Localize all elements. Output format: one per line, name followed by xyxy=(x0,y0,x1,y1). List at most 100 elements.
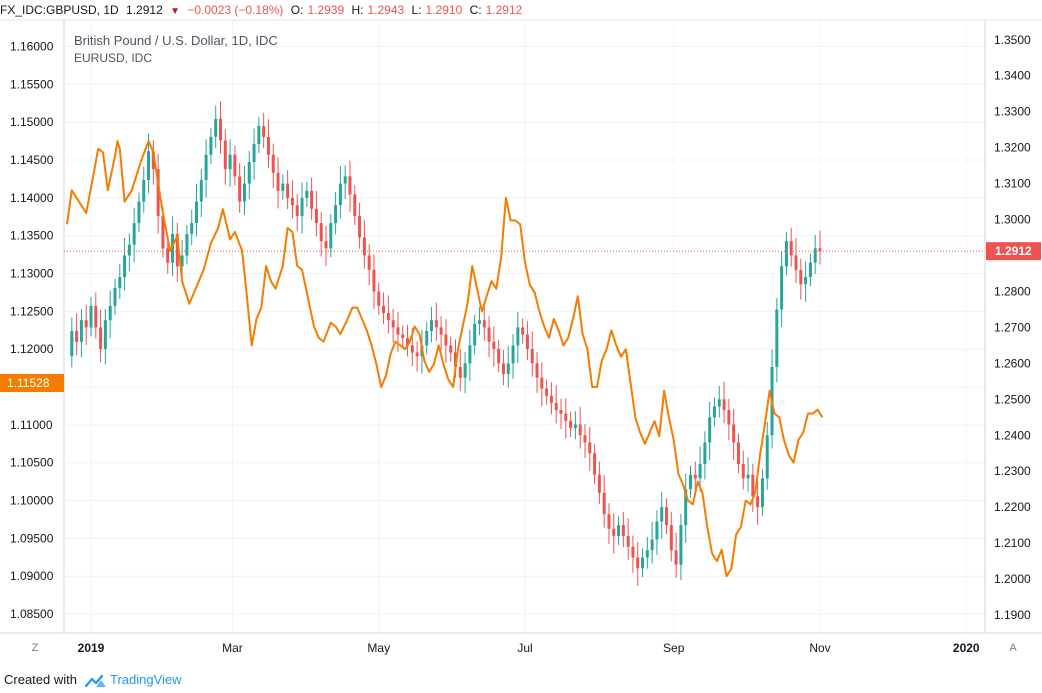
candle xyxy=(103,309,107,365)
candle-body xyxy=(535,363,539,378)
symbol-header: FX_IDC:GBPUSD, 1D 1.2912 ▼ −0.0023 (−0.1… xyxy=(0,0,1042,20)
candle xyxy=(660,491,664,540)
candle-body xyxy=(353,194,357,216)
candle-body xyxy=(204,154,208,180)
right-axis-tick-label: 1.3500 xyxy=(994,33,1031,47)
candle-body xyxy=(271,154,275,173)
candle-body xyxy=(712,406,716,418)
candle xyxy=(377,282,381,315)
z-button[interactable]: Z xyxy=(22,637,48,657)
candle-body xyxy=(564,413,568,421)
candle xyxy=(444,319,448,363)
candle xyxy=(458,349,462,392)
candle-body xyxy=(75,330,79,342)
candle-body xyxy=(386,313,390,321)
candle xyxy=(674,532,678,578)
candle-body xyxy=(674,550,678,565)
candle xyxy=(281,174,285,200)
candle-body xyxy=(362,237,366,256)
candle xyxy=(736,433,740,474)
candle-body xyxy=(756,496,760,508)
candle-body xyxy=(530,348,534,364)
last-price: 1.2912 xyxy=(126,3,163,17)
left-price-axis[interactable]: 1.08500 1.09000 1.09500 1.10000 1.10500 1.110… xyxy=(10,39,54,621)
candle-body xyxy=(286,183,290,198)
candle xyxy=(314,191,318,237)
candle xyxy=(760,469,764,517)
candle-body xyxy=(391,320,395,328)
candle xyxy=(689,465,692,499)
close-label: C: xyxy=(469,3,482,17)
candle-body xyxy=(401,334,405,339)
candle xyxy=(223,129,227,185)
candle xyxy=(271,143,275,189)
low-label: L: xyxy=(411,3,422,17)
candle-body xyxy=(631,546,635,558)
candle xyxy=(765,421,769,490)
candle xyxy=(137,192,141,233)
candle-body xyxy=(103,320,107,349)
candle-body xyxy=(79,320,83,342)
candle-body xyxy=(262,126,266,137)
left-axis-tick-label: 1.14500 xyxy=(10,153,54,167)
candle xyxy=(99,309,103,363)
candle xyxy=(487,316,491,358)
candle-body xyxy=(214,118,218,137)
candle-body xyxy=(583,435,587,443)
open-value: 1.2939 xyxy=(307,3,345,17)
candle-body xyxy=(334,205,338,224)
chart[interactable]: 1.08500 1.09000 1.09500 1.10000 1.10500 1.110… xyxy=(0,0,1042,666)
candle xyxy=(286,170,290,210)
candle-body xyxy=(650,539,654,551)
candle xyxy=(641,548,645,578)
candle-body xyxy=(463,363,467,378)
candle-body xyxy=(276,172,280,191)
candle xyxy=(722,381,726,424)
candle-body xyxy=(118,277,122,288)
candle xyxy=(214,105,218,148)
candle-body xyxy=(784,241,788,267)
candle xyxy=(497,339,501,373)
candle-body xyxy=(290,197,294,206)
candle xyxy=(319,211,323,257)
candle xyxy=(521,318,525,344)
candle xyxy=(238,163,242,213)
right-price-axis[interactable]: 1.1900 1.2000 1.2100 1.2200 1.2300 1.2400 1.25… xyxy=(994,33,1031,622)
candle-body xyxy=(242,183,246,202)
candle-body xyxy=(525,334,529,349)
candle-body xyxy=(70,330,74,357)
candle xyxy=(693,461,697,490)
candle xyxy=(727,398,731,440)
candle xyxy=(607,503,611,545)
candle xyxy=(127,233,131,271)
candle-body xyxy=(468,345,472,364)
candle xyxy=(70,317,74,368)
candle xyxy=(132,207,136,263)
time-axis[interactable]: 2019 Mar May Jul Sep Nov 2020 xyxy=(78,641,980,655)
candle xyxy=(382,292,386,325)
created-with-credit[interactable]: Created with TradingView xyxy=(4,666,182,693)
candle xyxy=(492,326,496,367)
symbol-name[interactable]: FX_IDC:GBPUSD, 1D xyxy=(0,3,119,17)
candle xyxy=(185,224,189,265)
candle-body xyxy=(511,345,515,364)
candle-body xyxy=(430,320,434,331)
candle xyxy=(324,225,328,266)
candle xyxy=(415,341,419,372)
candle-body xyxy=(775,309,779,367)
candle xyxy=(108,290,112,338)
candle-body xyxy=(377,291,381,306)
candle xyxy=(468,329,472,381)
z-button-label: Z xyxy=(32,642,39,654)
candle xyxy=(290,180,294,219)
candle-body xyxy=(458,366,462,378)
candle xyxy=(266,119,270,169)
a-button[interactable]: A xyxy=(1000,637,1026,657)
candle-body xyxy=(238,176,242,202)
candle xyxy=(732,409,736,461)
candle xyxy=(708,401,712,461)
candle xyxy=(353,185,357,225)
left-axis-tick-label: 1.08500 xyxy=(10,607,54,621)
candle xyxy=(602,475,606,528)
candle-body xyxy=(338,183,342,206)
